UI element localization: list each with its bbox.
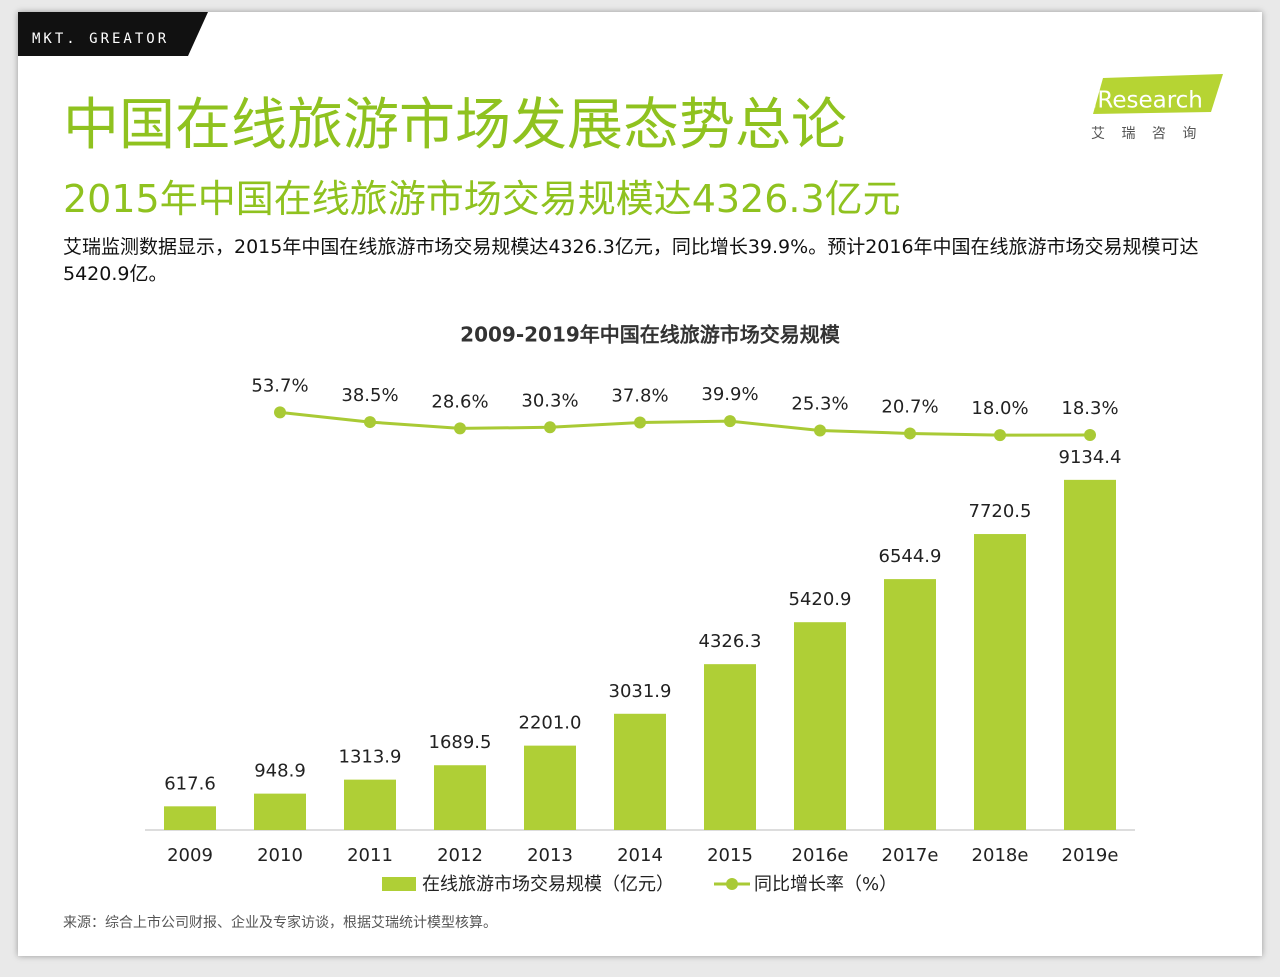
value-label: 4326.3 <box>699 631 762 652</box>
line-point <box>634 416 646 429</box>
value-label: 53.7% <box>251 375 308 396</box>
chart-title: 2009-2019年中国在线旅游市场交易规模 <box>460 323 841 347</box>
logo: iResearch 艾 瑞 咨 询 <box>1091 74 1223 142</box>
legend-swatch <box>726 878 738 890</box>
line-point <box>904 427 916 440</box>
value-label: 9134.4 <box>1059 447 1122 468</box>
value-label: 5420.9 <box>789 589 852 610</box>
x-tick-label: 2018e <box>972 845 1029 866</box>
line-point <box>724 415 736 428</box>
bar <box>254 793 306 830</box>
bar <box>974 534 1026 830</box>
x-tick-label: 2010 <box>257 845 303 866</box>
value-label: 18.3% <box>1061 398 1118 419</box>
logo-name: iResearch <box>1091 88 1203 114</box>
line-point <box>274 406 286 419</box>
value-label: 18.0% <box>971 398 1028 419</box>
value-label: 617.6 <box>164 773 216 794</box>
line-point <box>994 429 1006 442</box>
line-point <box>814 424 826 437</box>
line-point <box>544 421 556 434</box>
value-label: 28.6% <box>431 391 488 412</box>
line-point <box>364 416 376 429</box>
bar <box>164 806 216 830</box>
brand: MKT. GREATOR <box>32 31 169 47</box>
bar <box>614 713 666 830</box>
value-label: 30.3% <box>521 390 578 411</box>
value-label: 948.9 <box>254 761 306 782</box>
line-point <box>1084 428 1096 441</box>
x-tick-label: 2011 <box>347 845 393 866</box>
value-label: 2201.0 <box>519 713 582 734</box>
brand-tag: MKT. GREATOR <box>18 12 208 56</box>
value-label: 3031.9 <box>609 681 672 702</box>
x-tick-label: 2009 <box>167 845 213 866</box>
x-tick-label: 2015 <box>707 845 753 866</box>
x-tick-label: 2019e <box>1062 845 1119 866</box>
x-tick-label: 2013 <box>527 845 573 866</box>
bar <box>434 765 486 830</box>
summary: 艾瑞监测数据显示，2015年中国在线旅游市场交易规模达4326.3亿元，同比增长… <box>63 236 1199 285</box>
x-tick-label: 2017e <box>882 845 939 866</box>
bar <box>524 745 576 830</box>
legend-swatch <box>382 877 416 891</box>
x-tick-label: 2012 <box>437 845 483 866</box>
bar <box>1064 479 1116 830</box>
value-label: 1313.9 <box>339 747 402 768</box>
value-label: 1689.5 <box>429 732 492 753</box>
legend-label: 同比增长率（%） <box>754 874 897 895</box>
bar <box>344 779 396 830</box>
x-tick-label: 2016e <box>792 845 849 866</box>
value-label: 38.5% <box>341 385 398 406</box>
bar <box>794 622 846 830</box>
bar <box>884 579 936 830</box>
heading: 中国在线旅游市场发展态势总论 <box>63 93 847 158</box>
value-label: 20.7% <box>881 396 938 417</box>
value-label: 7720.5 <box>969 501 1032 522</box>
source: 来源：综合上市公司财报、企业及专家访谈，根据艾瑞统计模型核算。 <box>63 915 497 931</box>
legend-label: 在线旅游市场交易规模（亿元） <box>422 874 674 895</box>
logo-subtitle: 艾 瑞 咨 询 <box>1091 126 1202 142</box>
subheading: 2015年中国在线旅游市场交易规模达4326.3亿元 <box>63 177 901 221</box>
value-label: 37.8% <box>611 386 668 407</box>
value-label: 39.9% <box>701 384 758 405</box>
line-point <box>454 422 466 435</box>
value-label: 25.3% <box>791 394 848 415</box>
value-label: 6544.9 <box>879 546 942 567</box>
bar <box>704 664 756 830</box>
x-tick-label: 2014 <box>617 845 663 866</box>
line <box>279 410 1091 437</box>
